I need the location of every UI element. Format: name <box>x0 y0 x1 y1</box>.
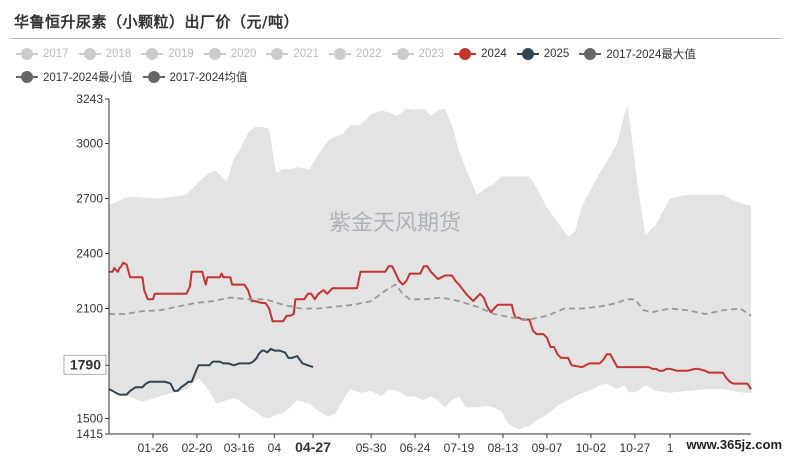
y-tick-label: 3000 <box>76 137 103 151</box>
series-line-2017-2024均值 <box>109 283 752 321</box>
legend-label: 2020 <box>230 47 257 60</box>
x-tick-label: 03-16 <box>224 441 255 455</box>
y-tick-label: 1500 <box>76 411 103 425</box>
legend-marker-icon <box>16 47 38 60</box>
legend-marker-icon <box>266 47 289 60</box>
band-area <box>109 106 751 430</box>
x-tick-label: 09-07 <box>532 441 563 455</box>
chart-watermark: 紫金天风期货 <box>329 211 461 236</box>
max-min-band <box>109 106 751 430</box>
x-tick-label: 07-19 <box>444 441 475 455</box>
series-line-2025 <box>108 347 314 396</box>
legend-item[interactable]: 2022 <box>328 47 382 60</box>
legend-marker-icon <box>328 47 351 60</box>
legend-item[interactable]: 2020 <box>203 47 257 60</box>
legend-row-1: 2017 2018 2019 2020 2021 2022 2023 2024 2025 2017… <box>16 42 786 65</box>
legend-label: 2017-2024最小值 <box>43 71 133 84</box>
y-tick-label: 2700 <box>76 192 103 206</box>
x-tick-label: 02-20 <box>182 441 213 455</box>
y-tick-label: 1415 <box>76 427 103 441</box>
y-highlight-box <box>63 354 107 375</box>
x-tick-label: 1 <box>667 441 674 455</box>
legend-label: 2025 <box>543 47 570 60</box>
legend-item[interactable]: 2024 <box>454 47 507 60</box>
legend-label: 2023 <box>418 47 445 60</box>
legend-label: 2018 <box>105 47 132 60</box>
legend-label: 2022 <box>355 47 382 60</box>
legend-marker-icon <box>16 70 38 83</box>
legend-label: 2017-2024均值 <box>169 71 248 84</box>
legend-marker-icon <box>141 47 164 60</box>
x-tick-label: 04 <box>268 441 282 455</box>
legend-marker-icon <box>516 47 539 60</box>
legend-marker-icon <box>579 47 602 60</box>
y-tick-label: 1790 <box>70 356 101 372</box>
y-tick-label: 3243 <box>76 92 103 106</box>
legend-label: 2024 <box>481 47 507 60</box>
x-tick-label: 10-27 <box>620 441 651 455</box>
x-axis: 01-26 02-20 03-16 04 04-27 05-30 06-24 07-19 08-… <box>109 433 751 455</box>
legend-marker-icon <box>454 47 477 60</box>
legend-item[interactable]: 2017-2024最小值 <box>16 69 133 85</box>
x-tick-label: 04-27 <box>295 439 331 455</box>
x-tick-label: 05-30 <box>356 441 387 455</box>
legend-item[interactable]: 2023 <box>391 47 445 60</box>
x-tick-label: 08-13 <box>488 441 519 455</box>
series-lines <box>108 261 752 396</box>
series-line-2024 <box>109 261 752 390</box>
y-axis: 1415 1500 1790 2100 2400 2700 3000 3243 <box>63 92 110 441</box>
legend-marker-icon <box>142 70 165 83</box>
site-watermark: www.365jz.com <box>686 437 782 452</box>
legend-label: 2019 <box>168 47 194 60</box>
legend-item[interactable]: 2025 <box>516 47 570 60</box>
x-tick-label: 06-24 <box>400 441 431 455</box>
legend-marker-icon <box>391 47 414 60</box>
legend-label: 2021 <box>293 47 319 60</box>
legend-label: 2017-2024最大值 <box>606 48 696 61</box>
legend-item[interactable]: 2017 <box>16 47 69 60</box>
chart-title: 华鲁恒升尿素（小颗粒）出厂价（元/吨） <box>14 13 299 31</box>
chart-legend: 2017 2018 2019 2020 2021 2022 2023 2024 2025 2017… <box>16 42 786 88</box>
y-tick-label: 2400 <box>76 246 103 260</box>
legend-marker-icon <box>78 47 101 60</box>
legend-item[interactable]: 2021 <box>266 47 319 60</box>
title-divider <box>10 38 782 39</box>
legend-label: 2017 <box>43 47 69 60</box>
legend-item[interactable]: 2017-2024均值 <box>142 69 248 85</box>
y-tick-label: 2100 <box>76 301 103 315</box>
legend-item[interactable]: 2019 <box>141 47 194 60</box>
legend-marker-icon <box>203 47 226 60</box>
x-tick-label: 01-26 <box>138 441 169 455</box>
x-tick-label: 10-02 <box>576 441 607 455</box>
legend-row-2: 2017-2024最小值 2017-2024均值 <box>16 65 786 88</box>
legend-item[interactable]: 2018 <box>78 47 132 60</box>
legend-item[interactable]: 2017-2024最大值 <box>579 46 696 62</box>
